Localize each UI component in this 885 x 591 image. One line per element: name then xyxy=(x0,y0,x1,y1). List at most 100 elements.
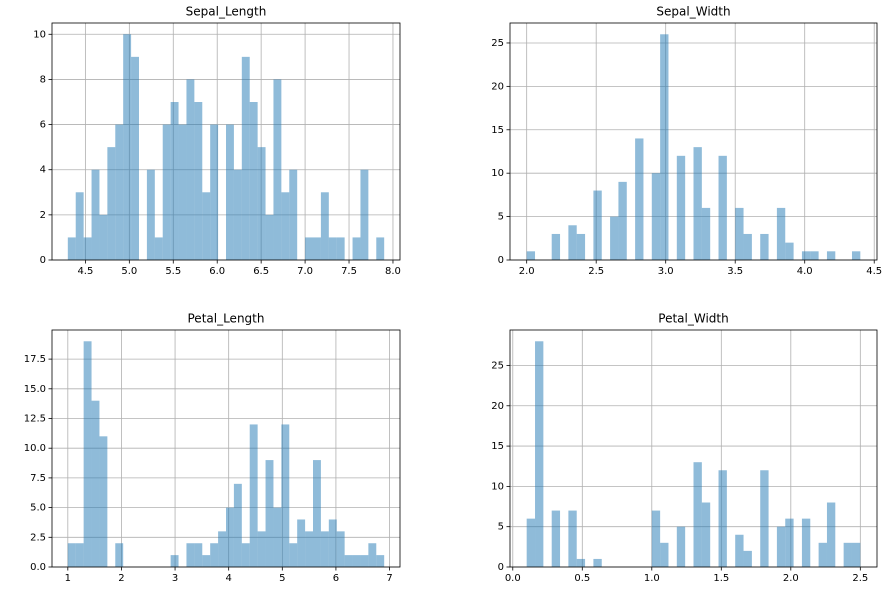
chart-title: Sepal_Length xyxy=(186,5,267,19)
histogram-bar xyxy=(743,550,752,567)
y-tick-label: 17.5 xyxy=(24,354,46,365)
histogram-bar xyxy=(593,190,602,260)
histogram-bar xyxy=(568,510,577,567)
histogram-bar xyxy=(576,233,586,260)
histogram-bar xyxy=(265,460,274,567)
x-tick-label: 1.5 xyxy=(713,573,729,584)
histogram-bar xyxy=(289,169,298,260)
histogram-bar xyxy=(535,341,544,567)
histogram-bar xyxy=(257,147,266,260)
histogram-bar xyxy=(186,79,195,260)
histogram-bar xyxy=(660,34,669,261)
histogram-bar xyxy=(826,502,836,567)
histogram-bar xyxy=(660,542,669,567)
histogram-bar xyxy=(194,102,203,260)
histogram-bar xyxy=(241,543,250,567)
histogram-bar xyxy=(83,341,92,567)
histogram-bar xyxy=(376,555,385,567)
histogram-bar xyxy=(360,169,369,260)
y-tick-label: 25 xyxy=(491,38,504,49)
x-tick-label: 4 xyxy=(225,573,231,584)
x-tick-label: 7.5 xyxy=(341,266,357,277)
x-tick-label: 2.5 xyxy=(852,573,868,584)
histogram-bar xyxy=(107,147,116,260)
histogram-bar xyxy=(305,531,313,567)
histogram-bar xyxy=(718,155,727,260)
histogram-bar xyxy=(676,526,686,567)
y-tick-label: 10.0 xyxy=(24,443,46,454)
x-tick-label: 1 xyxy=(65,573,71,584)
y-tick-label: 15 xyxy=(491,125,504,136)
histogram-bar xyxy=(146,169,155,260)
x-tick-label: 5 xyxy=(279,573,285,584)
y-tick-label: 5 xyxy=(498,522,504,533)
axes-frame xyxy=(51,22,401,261)
histogram-bar xyxy=(851,542,861,567)
histogram-bar xyxy=(123,34,132,261)
x-tick-label: 4.5 xyxy=(77,266,93,277)
histogram-bar xyxy=(336,237,345,260)
histogram-bar xyxy=(83,237,92,260)
histogram-bar xyxy=(368,543,377,567)
histogram-bar xyxy=(67,237,76,260)
histogram-bar xyxy=(826,251,836,260)
histogram-bar xyxy=(760,233,769,260)
y-tick-label: 2.5 xyxy=(30,532,46,543)
histogram-bar xyxy=(376,237,385,260)
histogram-bar xyxy=(305,237,313,260)
histogram-bar xyxy=(202,192,211,260)
x-tick-label: 3 xyxy=(172,573,178,584)
axes-frame xyxy=(509,329,878,568)
y-tick-label: 0.0 xyxy=(30,562,46,573)
x-tick-label: 4.5 xyxy=(866,266,882,277)
histogram-bar xyxy=(91,400,100,567)
x-tick-label: 1.0 xyxy=(644,573,660,584)
x-tick-label: 4.0 xyxy=(797,266,813,277)
histogram-bar xyxy=(801,251,811,260)
histogram-bar xyxy=(328,237,337,260)
histogram-bar xyxy=(693,462,702,567)
y-tick-label: 7.5 xyxy=(30,473,46,484)
histogram-bar xyxy=(233,169,242,260)
y-tick-label: 15 xyxy=(491,441,504,452)
histogram-bar xyxy=(257,531,266,567)
histogram-bar xyxy=(651,510,661,567)
histogram-bar xyxy=(320,192,329,260)
histogram-bar xyxy=(635,138,644,260)
histogram-bar xyxy=(810,251,819,260)
x-tick-label: 5.5 xyxy=(165,266,181,277)
histogram-bar xyxy=(241,56,250,260)
histogram-bar xyxy=(676,155,686,260)
histogram-bar xyxy=(568,225,577,260)
histogram-bar xyxy=(99,214,108,260)
histogram-bar xyxy=(526,251,536,260)
x-tick-label: 8.0 xyxy=(385,266,401,277)
histogram-bar xyxy=(718,470,727,567)
x-tick-label: 5.0 xyxy=(121,266,137,277)
histogram-bar xyxy=(99,436,108,567)
histogram-bar xyxy=(273,79,282,260)
histogram-bar xyxy=(249,424,258,567)
histogram-bar xyxy=(226,124,234,260)
histogram-bar xyxy=(360,555,369,567)
y-tick-label: 20 xyxy=(491,401,504,412)
chart-title: Petal_Length xyxy=(188,312,265,326)
x-tick-label: 2.0 xyxy=(783,573,799,584)
y-tick-label: 0 xyxy=(40,255,46,266)
histogram-bar xyxy=(131,56,139,260)
histogram-bar xyxy=(289,543,298,567)
x-tick-label: 0.5 xyxy=(574,573,590,584)
x-tick-label: 3.5 xyxy=(727,266,743,277)
y-tick-label: 5 xyxy=(498,212,504,223)
y-tick-label: 0 xyxy=(498,562,504,573)
histogram-bar xyxy=(760,470,769,567)
histogram-bar xyxy=(701,502,711,567)
histogram-bar xyxy=(851,251,861,260)
y-tick-label: 10 xyxy=(33,29,46,40)
chart-title: Sepal_Width xyxy=(656,5,730,19)
histogram-bar xyxy=(551,510,561,567)
x-tick-label: 6.0 xyxy=(209,266,225,277)
histogram-bar xyxy=(154,237,163,260)
x-tick-label: 6.5 xyxy=(253,266,269,277)
histogram-bar xyxy=(735,534,744,567)
